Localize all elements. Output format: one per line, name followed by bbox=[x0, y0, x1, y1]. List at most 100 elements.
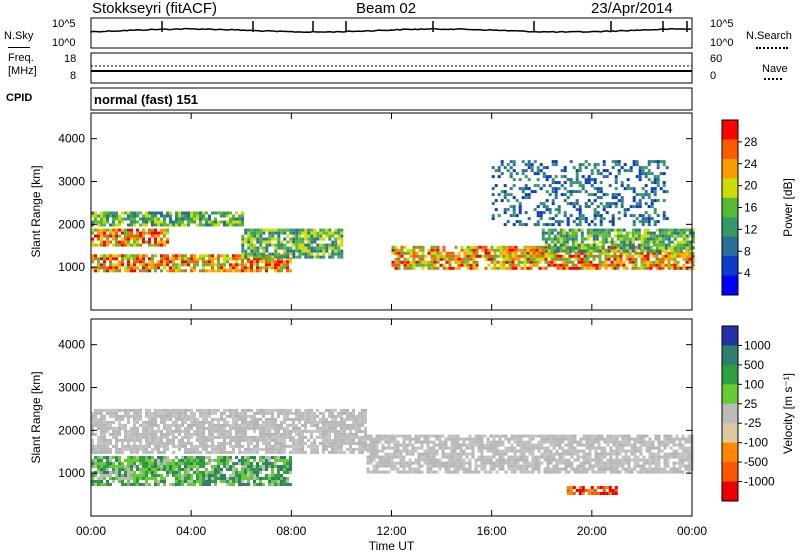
data-cell bbox=[583, 243, 587, 247]
data-cell bbox=[489, 458, 493, 462]
data-cell bbox=[247, 423, 250, 427]
data-cell bbox=[665, 190, 669, 194]
data-cell bbox=[423, 452, 427, 456]
data-cell bbox=[190, 217, 193, 221]
data-cell bbox=[226, 257, 229, 261]
data-cell bbox=[160, 468, 163, 471]
data-cell bbox=[444, 455, 448, 459]
data-cell bbox=[283, 408, 286, 412]
data-cell bbox=[616, 245, 620, 249]
data-cell bbox=[536, 223, 540, 227]
data-cell bbox=[571, 249, 575, 253]
data-cell bbox=[322, 417, 325, 421]
data-cell bbox=[626, 208, 630, 212]
data-cell bbox=[328, 435, 331, 439]
data-cell bbox=[124, 408, 127, 412]
data-cell bbox=[118, 414, 121, 418]
data-cell bbox=[232, 468, 235, 471]
data-cell bbox=[262, 237, 266, 241]
data-cell bbox=[536, 211, 540, 215]
data-cell bbox=[598, 254, 602, 258]
data-cell bbox=[511, 248, 515, 252]
data-cell bbox=[551, 181, 555, 185]
data-cell bbox=[528, 461, 532, 465]
data-cell bbox=[595, 266, 599, 270]
data-cell bbox=[250, 468, 253, 471]
data-cell bbox=[589, 251, 593, 255]
data-cell bbox=[313, 246, 317, 250]
data-cell bbox=[649, 266, 653, 270]
data-cell bbox=[375, 449, 379, 453]
data-cell bbox=[97, 435, 100, 439]
data-cell bbox=[628, 240, 632, 244]
data-cell bbox=[292, 450, 295, 454]
data-cell bbox=[625, 234, 629, 238]
data-cell bbox=[399, 443, 403, 447]
data-cell bbox=[157, 414, 160, 418]
data-cell bbox=[304, 411, 307, 415]
data-cell bbox=[691, 260, 695, 264]
data-cell bbox=[235, 480, 238, 483]
data-cell bbox=[593, 199, 597, 203]
data-cell bbox=[262, 255, 266, 259]
data-cell bbox=[229, 435, 232, 439]
data-cell bbox=[361, 438, 364, 442]
data-cell bbox=[586, 251, 590, 255]
data-cell bbox=[106, 474, 109, 477]
data-cell bbox=[163, 228, 166, 232]
data-cell bbox=[250, 471, 253, 474]
data-cell bbox=[112, 411, 115, 415]
data-cell bbox=[554, 193, 558, 197]
data-cell bbox=[432, 449, 436, 453]
data-cell bbox=[655, 228, 659, 232]
data-cell bbox=[115, 414, 118, 418]
data-cell bbox=[175, 444, 178, 448]
data-cell bbox=[570, 455, 574, 459]
data-cell bbox=[247, 240, 251, 244]
data-cell bbox=[103, 441, 106, 445]
data-cell bbox=[384, 461, 388, 465]
data-cell bbox=[489, 464, 493, 468]
data-cell bbox=[592, 246, 596, 250]
data-cell bbox=[601, 234, 605, 238]
data-cell bbox=[136, 456, 139, 459]
data-cell bbox=[112, 435, 115, 439]
data-cell bbox=[115, 231, 118, 235]
data-cell bbox=[550, 257, 554, 261]
data-cell bbox=[658, 231, 662, 235]
data-cell bbox=[624, 443, 628, 447]
data-cell bbox=[563, 211, 567, 215]
data-cell bbox=[438, 440, 442, 444]
data-cell bbox=[643, 246, 647, 250]
data-cell bbox=[573, 452, 577, 456]
data-cell bbox=[450, 440, 454, 444]
data-cell bbox=[136, 414, 139, 418]
data-cell bbox=[637, 246, 641, 250]
data-cell bbox=[626, 184, 630, 188]
data-cell bbox=[169, 417, 172, 421]
data-cell bbox=[412, 257, 416, 261]
data-cell bbox=[139, 408, 142, 412]
data-cell bbox=[553, 249, 557, 253]
data-cell bbox=[169, 459, 172, 462]
data-cell bbox=[577, 249, 581, 253]
data-cell bbox=[331, 249, 335, 253]
data-cell bbox=[466, 263, 470, 267]
data-cell bbox=[498, 458, 502, 462]
data-cell bbox=[301, 450, 304, 454]
data-cell bbox=[533, 223, 537, 227]
data-cell bbox=[673, 243, 677, 247]
data-cell bbox=[301, 414, 304, 418]
data-cell bbox=[477, 443, 481, 447]
data-cell bbox=[226, 456, 229, 459]
data-cell bbox=[358, 438, 361, 442]
data-cell bbox=[127, 223, 130, 227]
data-cell bbox=[253, 228, 257, 232]
data-cell bbox=[601, 260, 605, 264]
data-cell bbox=[91, 483, 94, 486]
data-cell bbox=[283, 444, 286, 448]
data-cell bbox=[157, 423, 160, 427]
data-cell bbox=[507, 440, 511, 444]
data-cell bbox=[585, 443, 589, 447]
data-cell bbox=[151, 260, 154, 264]
